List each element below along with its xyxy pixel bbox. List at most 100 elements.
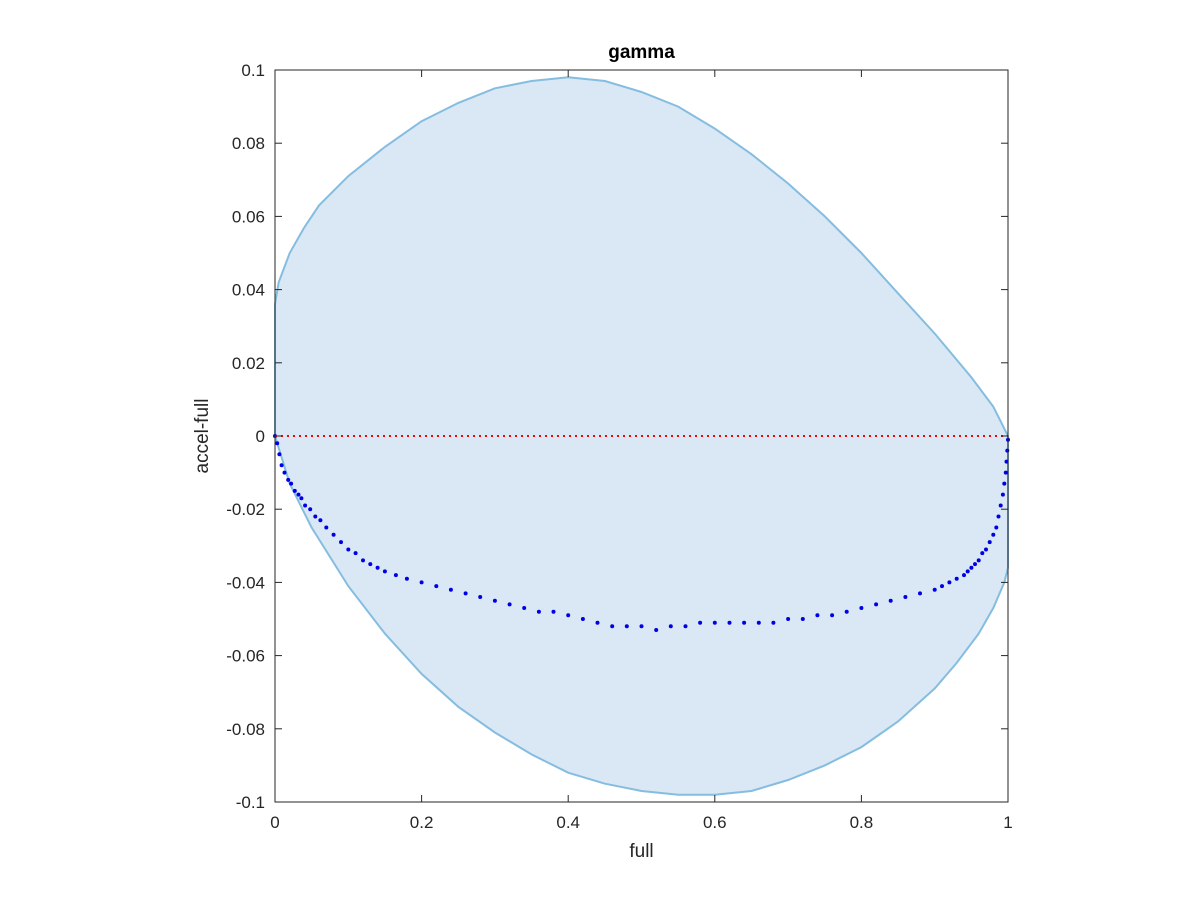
data-point [463, 591, 468, 596]
y-axis-title: accel-full [192, 399, 213, 474]
data-point [393, 573, 398, 578]
data-point [830, 613, 835, 618]
data-point [610, 624, 615, 629]
data-point [492, 598, 497, 603]
data-point [551, 609, 556, 614]
data-point [1002, 481, 1007, 486]
data-point [566, 613, 571, 618]
data-point [277, 452, 282, 457]
data-point [296, 492, 301, 497]
data-point [292, 488, 297, 493]
data-point [962, 573, 966, 578]
data-point [522, 606, 527, 610]
x-tick-label: 0.4 [556, 813, 580, 832]
data-point [313, 514, 318, 519]
data-point [580, 617, 585, 621]
data-point [339, 540, 343, 545]
data-point [382, 569, 387, 574]
data-point [318, 518, 323, 523]
data-point [698, 620, 703, 625]
data-point [976, 558, 981, 563]
data-point [874, 602, 879, 607]
y-tick-label: -0.02 [226, 500, 265, 519]
data-point [969, 565, 974, 570]
data-point [303, 503, 308, 508]
data-point [275, 441, 280, 446]
data-point [1003, 470, 1008, 475]
data-point [536, 609, 541, 614]
data-point [368, 562, 373, 567]
x-axis: 0 0.2 0.4 0.6 0.8 1 [270, 70, 1013, 832]
data-point [289, 481, 294, 486]
y-tick-label: 0.06 [232, 207, 265, 226]
data-point [742, 620, 747, 625]
data-point [419, 580, 424, 585]
data-point [991, 532, 996, 537]
data-point [844, 609, 849, 614]
y-tick-label: -0.1 [236, 793, 265, 812]
data-point [595, 620, 600, 625]
data-point [434, 584, 439, 589]
x-tick-label: 1 [1003, 813, 1012, 832]
data-point [346, 547, 351, 552]
data-point [815, 613, 820, 618]
data-point [639, 624, 644, 629]
data-point [771, 620, 776, 625]
y-tick-label: 0.04 [232, 281, 265, 300]
data-point [727, 620, 732, 625]
y-axis: 0.1 0.08 0.06 0.04 0.02 0 -0.02 -0.04 -0.06 -0.08… [226, 61, 1008, 812]
data-point [932, 587, 937, 592]
y-tick-label: -0.06 [226, 647, 265, 666]
data-point [994, 525, 999, 530]
data-point [973, 562, 977, 567]
data-point [903, 595, 908, 599]
x-axis-title: full [629, 841, 653, 862]
data-point [859, 606, 864, 610]
data-point [888, 598, 893, 603]
data-point [507, 602, 512, 607]
data-point [756, 620, 761, 625]
data-point [712, 620, 717, 625]
data-point [683, 624, 688, 629]
y-tick-label: 0.1 [241, 61, 265, 80]
data-point [353, 551, 358, 556]
data-point [965, 569, 970, 574]
x-tick-label: 0 [270, 813, 279, 832]
data-point [786, 617, 791, 621]
data-point [1000, 492, 1005, 497]
data-point [299, 496, 304, 501]
x-tick-label: 0.8 [850, 813, 874, 832]
data-point [448, 587, 453, 592]
data-point [286, 477, 291, 482]
data-point [954, 576, 959, 581]
data-point [918, 591, 922, 596]
y-tick-label: -0.08 [226, 720, 265, 739]
data-point [654, 628, 659, 632]
data-point [800, 617, 805, 621]
x-tick-label: 0.6 [703, 813, 727, 832]
chart-title: gamma [608, 42, 675, 63]
data-point [308, 507, 313, 512]
data-point [984, 547, 988, 552]
data-point [668, 624, 673, 629]
y-tick-label: -0.04 [226, 573, 265, 592]
y-tick-label: 0.02 [232, 354, 265, 373]
data-point [324, 525, 329, 530]
data-point [404, 576, 409, 581]
data-point [361, 558, 365, 563]
data-point [987, 540, 992, 545]
data-point [478, 595, 483, 599]
data-point [279, 463, 284, 468]
data-point [1005, 448, 1010, 453]
data-point [947, 580, 952, 585]
y-tick-label: 0.08 [232, 134, 265, 153]
data-point [282, 470, 287, 475]
data-point [375, 565, 380, 570]
data-point [996, 514, 1001, 519]
data-point [331, 532, 336, 537]
data-point [980, 551, 985, 556]
y-tick-label: 0 [256, 427, 265, 446]
data-point [998, 503, 1003, 508]
data-point [940, 584, 944, 589]
